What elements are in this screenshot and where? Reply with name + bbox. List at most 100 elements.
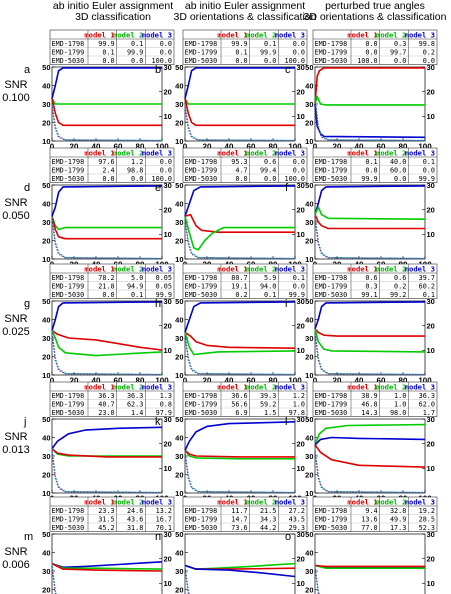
- panel-o-table-frame: [312, 496, 438, 532]
- x-tick-label: 80: [136, 377, 145, 386]
- table-row-label: EMD-5030: [52, 175, 85, 183]
- y-right-tick-label: 20: [427, 554, 435, 563]
- y-left-tick-label: 50: [42, 415, 50, 424]
- table-cell: 0.1: [365, 158, 377, 166]
- panel-j-table-frame: [49, 381, 175, 417]
- table-row-label: EMD-1799: [52, 166, 85, 174]
- table-cell: 0.0: [423, 166, 435, 174]
- y-left-tick-label: 10: [305, 371, 313, 380]
- y-left-tick-label: 40: [305, 315, 313, 324]
- y-right-tick-label: 20: [164, 87, 172, 96]
- table-row-label: EMD-1799: [315, 166, 348, 174]
- table-header-model-1: model 1: [84, 30, 114, 39]
- table-header-model-1: model 1: [84, 382, 114, 391]
- table-cell: 1.2: [131, 158, 143, 166]
- series-line-dotted_b: [314, 333, 426, 376]
- series-line-model1: [314, 328, 425, 337]
- y-left-tick-label: 30: [42, 218, 50, 227]
- table-cell: 0.2: [235, 291, 247, 299]
- panel-letter-l: l: [285, 416, 287, 428]
- y-right-tick-label: 10: [164, 464, 172, 473]
- table-cell: 99.9: [289, 291, 305, 299]
- series-line-model1: [314, 214, 425, 230]
- table-cell: 0.6: [264, 158, 276, 166]
- y-right-tick-label: 20: [297, 554, 305, 563]
- y-right-tick-label: 10: [297, 230, 305, 239]
- panel-letter-o: o: [285, 531, 291, 543]
- table-cell: 0.0: [293, 282, 305, 290]
- series-line-dotted_a: [314, 96, 426, 142]
- y-left-tick-label: 20: [175, 236, 183, 245]
- series-line-dotted_b: [184, 219, 296, 260]
- series-line-model3: [184, 301, 296, 333]
- table-cell: 80.7: [231, 274, 247, 282]
- table-cell: 70.1: [156, 524, 172, 532]
- table-cell: 49.9: [390, 515, 406, 523]
- y-left-tick-label: 30: [305, 567, 313, 576]
- series-line-dotted_a: [51, 103, 163, 142]
- table-row-label: EMD-1799: [185, 282, 218, 290]
- table-cell: 97.8: [289, 409, 305, 417]
- table-cell: 4.7: [235, 166, 247, 174]
- x-tick-label: 0: [313, 377, 318, 386]
- table-header-model-1: model 1: [347, 497, 377, 506]
- table-cell: 0.0: [394, 57, 406, 65]
- table-row-label: EMD-5030: [52, 524, 85, 532]
- y-left-tick-label: 20: [42, 118, 50, 127]
- y-right-tick-label: 30: [427, 530, 435, 539]
- table-header-model-1: model 1: [217, 382, 247, 391]
- snr-value: 0.006: [2, 559, 30, 571]
- table-row-label: EMD-5030: [315, 524, 348, 532]
- table-header-model-1: model 1: [347, 382, 377, 391]
- x-tick-label: 0: [183, 377, 188, 386]
- y-left-tick-label: 30: [305, 334, 313, 343]
- x-tick-label: 60: [377, 143, 386, 152]
- table-cell: 0.0: [160, 40, 172, 48]
- series-line-model3: [184, 564, 296, 578]
- table-cell: 0.1: [264, 291, 276, 299]
- series-line-model3: [184, 421, 296, 451]
- table-cell: 0.0: [394, 175, 406, 183]
- series-line-model3: [184, 185, 296, 217]
- y-left-tick-label: 50: [175, 181, 183, 190]
- table-cell: 0.0: [102, 175, 114, 183]
- table-row-label: EMD-5030: [315, 291, 348, 299]
- table-row-label: EMD-5030: [315, 409, 348, 417]
- x-tick-label: 40: [225, 377, 234, 386]
- x-tick-label: 0: [183, 143, 188, 152]
- y-right-tick-label: 30: [297, 415, 305, 424]
- column-header-2-line-2: 3D orientations & classification: [174, 11, 317, 23]
- y-right-tick-label: 30: [427, 415, 435, 424]
- table-header-model-2: model 2: [113, 264, 143, 273]
- table-cell: 0.2: [423, 48, 435, 56]
- table-cell: 0.05: [156, 282, 172, 290]
- table-row-label: EMD-1798: [315, 40, 348, 48]
- table-header-model-3: model 3: [405, 264, 435, 273]
- panel-c-table-frame: [312, 29, 438, 65]
- table-cell: 45.2: [98, 524, 114, 532]
- table-cell: 99.9: [98, 40, 114, 48]
- table-cell: 0.1: [102, 48, 114, 56]
- table-cell: 0.1: [264, 40, 276, 48]
- table-header-model-3: model 3: [142, 30, 172, 39]
- series-line-model3: [51, 67, 162, 99]
- y-left-tick-label: 10: [305, 255, 313, 264]
- panel-letter-b: b: [155, 64, 161, 76]
- table-cell: 99.7: [390, 48, 406, 56]
- panel-letter-h: h: [155, 298, 161, 310]
- y-left-tick-label: 10: [305, 137, 313, 146]
- series-line-model2: [314, 206, 426, 220]
- table-cell: 0.8: [160, 400, 172, 408]
- table-row-label: EMD-5030: [185, 291, 218, 299]
- table-cell: 0.6: [394, 274, 406, 282]
- table-cell: 24.6: [127, 507, 143, 515]
- table-header-model-3: model 3: [275, 30, 305, 39]
- y-left-tick-label: 40: [305, 548, 313, 557]
- x-tick-label: 100: [155, 377, 169, 386]
- table-cell: 36.3: [98, 392, 114, 400]
- table-cell: 0.0: [264, 57, 276, 65]
